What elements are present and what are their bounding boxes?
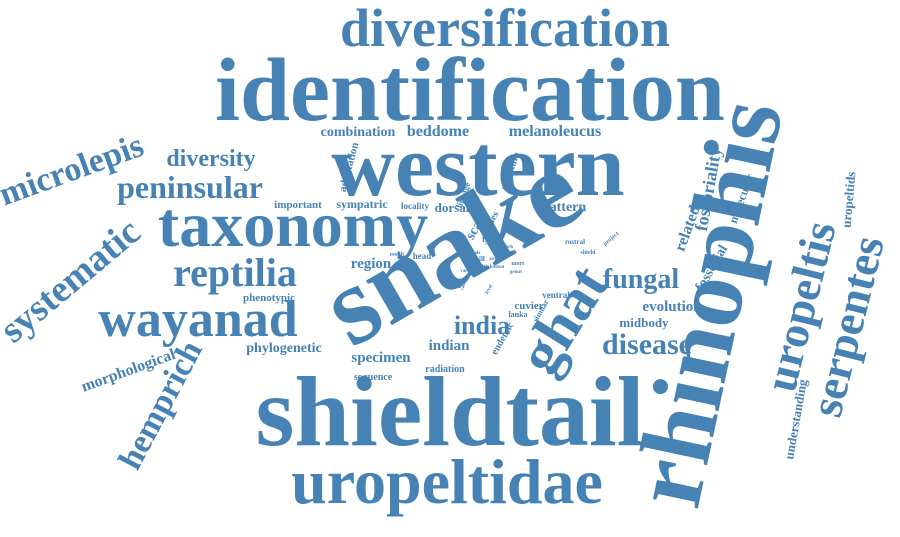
word-uropeltidae: uropeltidae <box>291 446 603 517</box>
word-important: important <box>274 199 322 211</box>
word-dorsal: dorsal <box>435 200 470 215</box>
word-sister: sister <box>489 257 501 262</box>
word-reptilia: reptilia <box>173 250 297 295</box>
word-phenotypic: phenotypic <box>243 292 295 304</box>
word-western: western <box>331 118 624 215</box>
word-pale: pale <box>472 251 482 256</box>
word-rostral: rostral <box>565 238 585 246</box>
word-specimen: specimen <box>351 350 411 366</box>
word-diversity: diversity <box>166 146 255 172</box>
word-dark: dark <box>503 245 514 250</box>
word-type: type <box>482 234 501 245</box>
word-combination: combination <box>321 125 396 140</box>
word-lanka: lanka <box>508 310 527 319</box>
word-study: study <box>444 280 466 290</box>
word-disease: disease <box>602 328 692 361</box>
word-peninsular: peninsular <box>117 169 263 205</box>
word-result: result <box>390 252 405 258</box>
word-region: region <box>351 256 392 272</box>
word-genus: genus <box>510 270 522 275</box>
word-project: project <box>602 231 620 247</box>
word-indian: indian <box>429 338 471 354</box>
word-ventral: ventral <box>542 290 570 300</box>
word-diversification: diversification <box>340 0 670 58</box>
word-sequence: sequence <box>354 372 393 383</box>
word-locality: locality <box>401 201 429 211</box>
word-beddome: beddome <box>407 123 469 140</box>
word-tail: tail <box>506 253 514 258</box>
word-cuvier: cuvier <box>514 300 543 312</box>
word-head: head <box>413 251 432 261</box>
word-pattern: pattern <box>542 200 587 215</box>
word-variation: variation <box>460 269 480 274</box>
word-wayanad: wayanad <box>98 291 297 348</box>
word-shieldtail: shieldtail <box>256 356 645 467</box>
word-taxonomy: taxonomy <box>158 189 428 260</box>
word-india: india <box>454 311 510 340</box>
word-phylogenetic: phylogenetic <box>246 341 321 356</box>
word-sympatric: sympatric <box>336 197 388 211</box>
word-fungal: fungal <box>603 264 679 295</box>
word-identification: identification <box>215 41 725 140</box>
word-radiation: radiation <box>425 364 465 375</box>
word-more: more <box>511 261 525 267</box>
word-known: known <box>490 265 505 270</box>
word-melanoleucus: melanoleucus <box>509 123 601 140</box>
word-shield: shield <box>580 250 596 256</box>
word-hill: hill <box>475 255 485 263</box>
word-level: level <box>485 284 494 295</box>
word-midbody: midbody <box>619 315 669 330</box>
word-evolution: evolution <box>642 299 702 315</box>
word-row: row <box>475 262 487 270</box>
word-uropeltids: uropeltids <box>839 171 859 228</box>
